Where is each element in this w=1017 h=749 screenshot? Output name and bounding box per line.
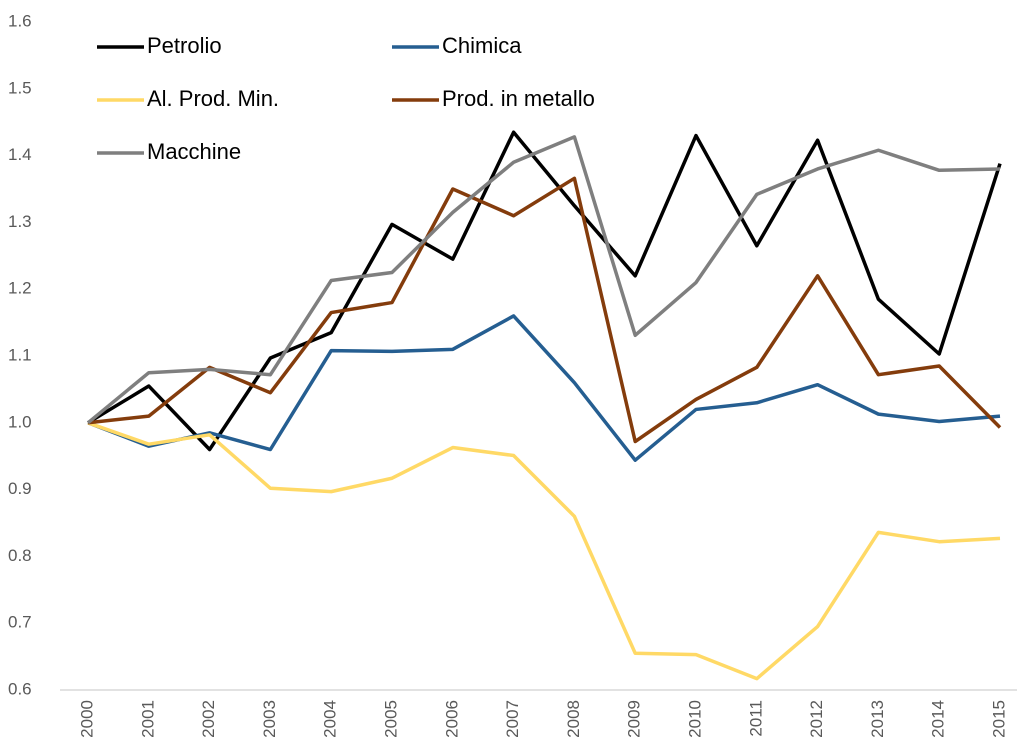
- x-tick-label: 2003: [260, 700, 279, 738]
- x-tick-label: 2014: [929, 700, 948, 738]
- line-series: [86, 135, 1001, 425]
- x-tick-label: 2011: [746, 700, 765, 737]
- y-tick-label: 0.8: [8, 546, 32, 565]
- x-tick-label: 2005: [381, 700, 400, 738]
- x-tick-label: 2009: [625, 700, 644, 738]
- x-tick-label: 2000: [77, 700, 96, 738]
- line-series: [87, 130, 1002, 452]
- x-tick-label: 2013: [868, 700, 887, 738]
- line-series: [87, 176, 1002, 444]
- x-tick-label: 2008: [564, 700, 583, 738]
- line-series: [87, 314, 1001, 462]
- y-tick-label: 1.6: [8, 11, 32, 30]
- y-tick-label: 1.3: [8, 212, 32, 231]
- x-tick-label: 2002: [199, 700, 218, 738]
- x-tick-label: 2004: [321, 700, 340, 738]
- x-tick-label: 2001: [138, 700, 157, 738]
- x-tick-label: 2007: [503, 700, 522, 738]
- y-tick-label: 1.1: [8, 345, 32, 364]
- y-tick-label: 0.6: [8, 679, 32, 698]
- line-series: [87, 421, 1001, 681]
- y-tick-label: 1.4: [8, 145, 32, 164]
- y-tick-label: 1.0: [8, 412, 32, 431]
- y-tick-label: 0.7: [8, 613, 32, 632]
- y-tick-label: 0.9: [8, 479, 32, 498]
- x-tick-label: 2012: [807, 700, 826, 738]
- legend-label: Al. Prod. Min.: [147, 86, 279, 111]
- y-tick-label: 1.2: [8, 279, 32, 298]
- legend-label: Petrolio: [147, 33, 222, 58]
- legend-label: Macchine: [147, 139, 241, 164]
- x-tick-label: 2006: [442, 700, 461, 738]
- y-tick-label: 1.5: [8, 78, 32, 97]
- legend-label: Prod. in metallo: [442, 86, 595, 111]
- x-tick-label: 2010: [685, 700, 704, 738]
- legend-label: Chimica: [442, 33, 522, 58]
- x-tick-label: 2015: [989, 700, 1008, 738]
